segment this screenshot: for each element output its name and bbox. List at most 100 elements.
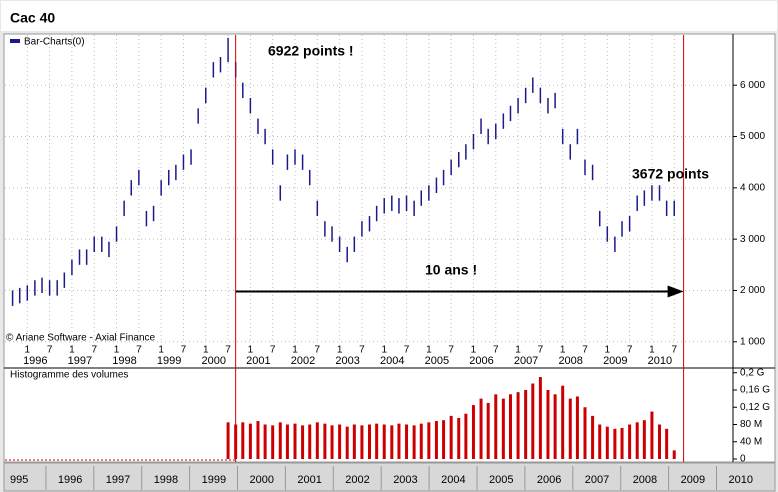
volume-bar (457, 418, 461, 459)
volume-bar (419, 423, 423, 459)
x-tick-label: 1 (605, 345, 611, 356)
volume-bar (308, 424, 312, 459)
x-tick-label: 1 (69, 345, 75, 356)
volume-bar (486, 402, 490, 459)
navigator-label: 2008 (633, 474, 657, 486)
plot-frame (3, 33, 776, 463)
volume-bar (553, 394, 557, 459)
y-tick-label: 3 000 (740, 234, 765, 245)
volume-bar (531, 383, 535, 459)
volume-bar (620, 427, 624, 459)
volume-bar (427, 422, 431, 459)
volume-bar (323, 423, 327, 459)
volume-bar (494, 394, 498, 459)
navigator-label: 2003 (393, 474, 417, 486)
volume-bar (516, 392, 520, 459)
x-tick-label: 1 (158, 345, 164, 356)
x-tick-label: 1 (25, 345, 31, 356)
volume-bar (598, 424, 602, 459)
year-label: 2004 (380, 355, 404, 367)
x-tick-label: 7 (181, 345, 187, 356)
year-label: 2007 (514, 355, 538, 367)
volume-bar (658, 424, 662, 459)
y-tick-label: 1 000 (740, 336, 765, 347)
year-label: 1996 (23, 355, 47, 367)
x-tick-label: 1 (515, 345, 521, 356)
x-tick-label: 7 (582, 345, 588, 356)
arrow-head (667, 285, 684, 298)
volume-bar (501, 398, 505, 459)
x-tick-label: 1 (649, 345, 655, 356)
volume-bar (605, 426, 609, 459)
source-note: © Ariane Software - Axial Finance (6, 333, 156, 344)
year-label: 1997 (68, 355, 92, 367)
annotation: 3672 points (632, 166, 709, 182)
navigator-label: 2005 (489, 474, 513, 486)
volume-bar (568, 398, 572, 459)
volume-bar (650, 411, 654, 459)
legend-entry: Bar-Charts(0) (24, 37, 85, 48)
year-label: 2009 (603, 355, 627, 367)
y-tick-label: 2 000 (740, 285, 765, 296)
volume-bar (524, 389, 528, 459)
navigator[interactable] (3, 462, 776, 492)
x-tick-label: 1 (114, 345, 120, 356)
legend-swatch (10, 39, 20, 43)
x-tick-label: 7 (493, 345, 499, 356)
volume-bar (248, 423, 252, 459)
volume-bar (628, 424, 632, 459)
volume-bar (256, 421, 260, 459)
year-label: 2001 (246, 355, 270, 367)
y-tick-label: 0,2 G (740, 367, 765, 378)
volume-bar (271, 425, 275, 459)
volume-bar (375, 423, 379, 459)
navigator-label: 1999 (202, 474, 226, 486)
volume-bar (434, 421, 438, 459)
volume-bar (464, 413, 468, 459)
x-tick-label: 1 (203, 345, 209, 356)
x-tick-label: 7 (270, 345, 276, 356)
volume-bar (561, 385, 565, 459)
x-tick-label: 1 (337, 345, 343, 356)
volume-bar (368, 424, 372, 459)
volume-bar (412, 425, 416, 459)
volume-bar (315, 422, 319, 459)
volume-bar (508, 394, 512, 459)
x-tick-label: 7 (136, 345, 142, 356)
year-label: 2002 (291, 355, 315, 367)
navigator-label: 2002 (345, 474, 369, 486)
x-tick-label: 7 (47, 345, 53, 356)
y-tick-label: 6 000 (740, 80, 765, 91)
volume-bar (546, 389, 550, 459)
x-tick-label: 1 (560, 345, 566, 356)
navigator-label: 1998 (154, 474, 178, 486)
navigator-label: 995 (10, 474, 28, 486)
year-label: 1998 (112, 355, 136, 367)
y-tick-label: 0,12 G (740, 402, 770, 413)
volume-bar (263, 424, 267, 459)
volume-bar (642, 420, 646, 459)
x-tick-label: 1 (292, 345, 298, 356)
year-label: 2000 (202, 355, 226, 367)
volume-bar (613, 428, 617, 459)
x-tick-label: 1 (248, 345, 254, 356)
y-tick-label: 4 000 (740, 182, 765, 193)
x-tick-label: 1 (381, 345, 387, 356)
volume-bar (575, 396, 579, 459)
y-tick-label: 80 M (740, 419, 762, 430)
year-label: 2003 (335, 355, 359, 367)
navigator-label: 2007 (585, 474, 609, 486)
navigator-label: 2000 (250, 474, 274, 486)
volume-bar (360, 425, 364, 459)
volume-bar (285, 424, 289, 459)
volume-title: Histogramme des volumes (10, 370, 128, 381)
navigator-label: 2004 (441, 474, 465, 486)
x-tick-label: 7 (671, 345, 677, 356)
navigator-label: 1997 (106, 474, 130, 486)
volume-bar (538, 377, 542, 459)
year-label: 2005 (425, 355, 449, 367)
volume-bar (338, 424, 342, 459)
volume-bar (330, 425, 334, 459)
volume-bar (449, 415, 453, 459)
